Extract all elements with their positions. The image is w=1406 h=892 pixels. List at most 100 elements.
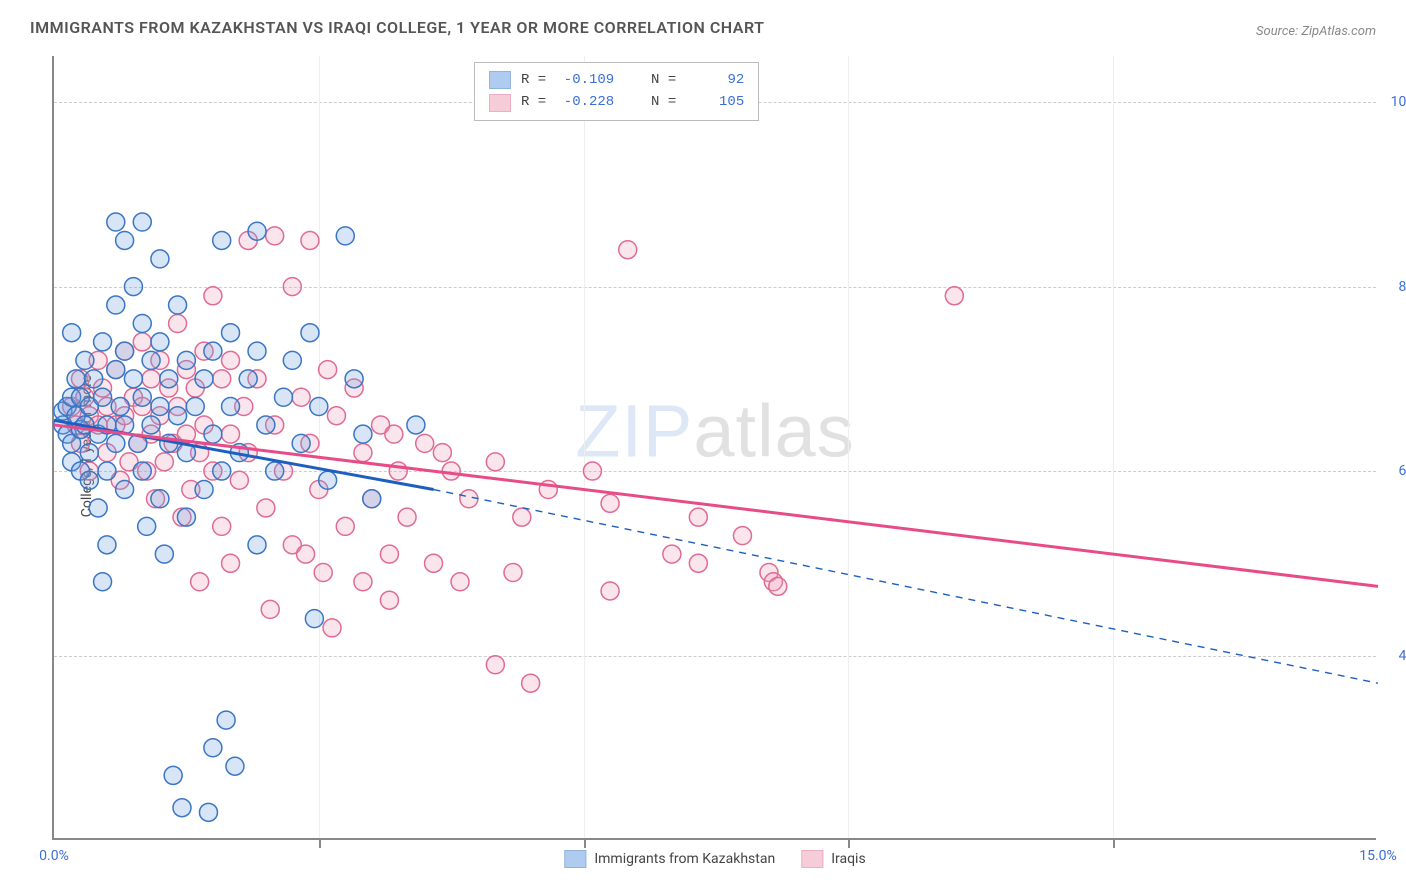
data-point [222,324,240,342]
y-tick-label: 100.0% [1391,94,1406,110]
x-tick-label: 0.0% [39,848,69,864]
data-point [80,444,98,462]
trend-line [54,425,1378,586]
data-point [323,619,341,637]
data-point [239,370,257,388]
data-point [98,462,116,480]
data-point [107,361,125,379]
data-point [169,296,187,314]
data-point [151,250,169,268]
data-point [133,333,151,351]
data-point [327,407,345,425]
n-label: N = [651,91,676,113]
data-point [204,739,222,757]
data-point [297,545,315,563]
data-point [217,711,235,729]
data-point [226,757,244,775]
data-point [354,444,372,462]
data-point [283,351,301,369]
data-point [204,425,222,443]
data-point [142,351,160,369]
data-point [89,499,107,517]
data-point [425,554,443,572]
data-point [204,342,222,360]
swatch-kazakhstan [564,850,586,868]
data-point [116,342,134,360]
legend-label-kazakhstan: Immigrants from Kazakhstan [594,851,775,867]
swatch-iraqi [489,94,511,112]
data-point [354,573,372,591]
data-point [283,278,301,296]
y-tick-label: 80.0% [1398,279,1406,295]
data-point [133,388,151,406]
data-point [380,545,398,563]
y-tick-label: 40.0% [1398,648,1406,664]
data-point [199,803,217,821]
data-point [248,536,266,554]
data-point [336,227,354,245]
data-point [111,397,129,415]
data-point [407,416,425,434]
data-point [266,227,284,245]
data-point [257,499,275,517]
data-point [133,213,151,231]
data-point [486,656,504,674]
data-point [173,799,191,817]
data-point [213,231,231,249]
data-point [151,490,169,508]
swatch-kazakhstan [489,71,511,89]
r-label: R = [521,91,546,113]
data-point [85,370,103,388]
source-name: ZipAtlas.com [1301,24,1376,39]
data-point [94,333,112,351]
data-point [305,610,323,628]
data-point [169,314,187,332]
data-point [124,278,142,296]
data-point [76,351,94,369]
data-point [142,416,160,434]
data-point [292,388,310,406]
data-point [689,554,707,572]
data-point [416,434,434,452]
source-label: Source: [1256,24,1298,39]
swatch-iraqi [801,850,823,868]
n-value-iraqi: 105 [686,91,744,113]
data-point [177,508,195,526]
data-point [151,397,169,415]
data-point [601,582,619,600]
data-point [124,370,142,388]
data-point [155,545,173,563]
legend-item-kazakhstan: Immigrants from Kazakhstan [564,850,775,868]
data-point [116,231,134,249]
data-point [513,508,531,526]
r-value-kazakhstan: -0.109 [556,69,614,91]
legend-item-iraqi: Iraqis [801,850,865,868]
x-tick-label: 15.0% [1359,848,1397,864]
data-point [107,434,125,452]
data-point [191,573,209,591]
data-point [94,573,112,591]
x-axis-series-legend: Immigrants from Kazakhstan Iraqis [564,850,865,868]
data-point [385,425,403,443]
data-point [301,231,319,249]
stats-row-iraqi: R = -0.228 N = 105 [489,91,744,113]
data-point [601,494,619,512]
data-point [619,241,637,259]
data-point [213,370,231,388]
data-point [433,444,451,462]
data-point [177,351,195,369]
data-point [107,296,125,314]
data-point [63,324,81,342]
data-point [292,434,310,452]
data-point [689,508,707,526]
data-point [451,573,469,591]
data-point [133,314,151,332]
data-point [98,536,116,554]
chart-plot-area: ZIPatlas R = -0.109 N = 92 R = -0.228 N … [52,56,1376,840]
data-point [248,222,266,240]
data-point [248,342,266,360]
data-point [266,462,284,480]
data-point [160,370,178,388]
data-point [142,370,160,388]
data-point [486,453,504,471]
